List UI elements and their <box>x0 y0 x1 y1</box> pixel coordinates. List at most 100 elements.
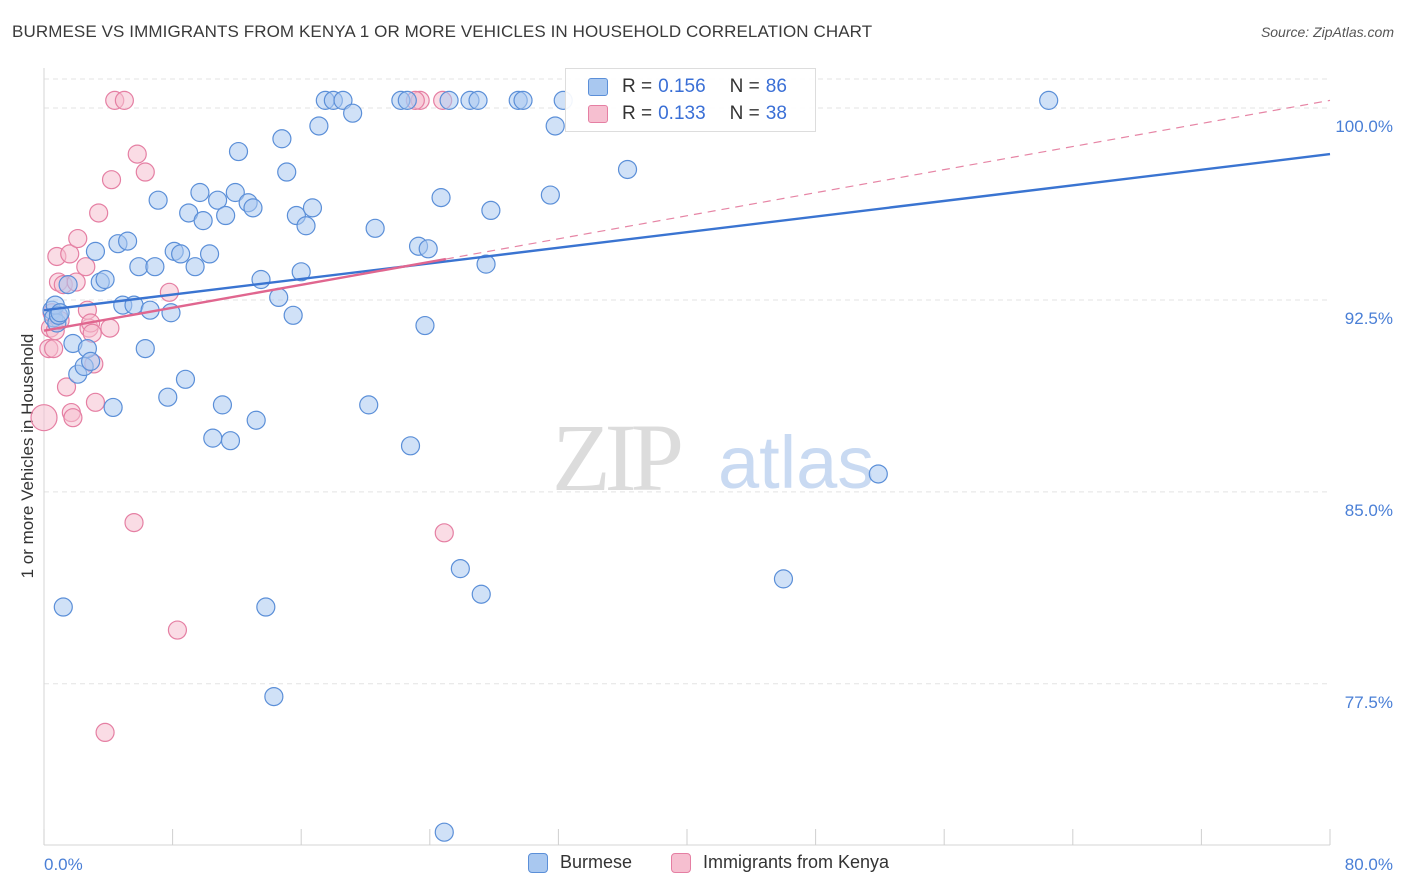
kenya-point <box>63 408 83 428</box>
burmese-point <box>513 90 533 110</box>
kenya-point <box>44 338 64 359</box>
watermark: ZIP atlas <box>552 404 874 511</box>
burmese-point <box>256 597 276 617</box>
legend-label-burmese: Burmese <box>560 852 633 872</box>
burmese-point <box>171 244 191 264</box>
burmese-point <box>81 351 101 371</box>
burmese-point <box>264 686 284 707</box>
burmese-point <box>243 198 263 218</box>
y-tick-label: 100.0% <box>1335 117 1393 136</box>
series-burmese <box>42 90 1059 842</box>
burmese-point <box>148 190 168 210</box>
burmese-point <box>343 103 363 123</box>
burmese-point <box>145 257 165 277</box>
burmese-point <box>85 241 106 261</box>
burmese-point <box>216 205 236 226</box>
kenya-point <box>60 244 80 264</box>
y-tick-label: 85.0% <box>1345 501 1393 520</box>
burmese-point <box>203 428 223 448</box>
legend-swatch-burmese <box>528 852 548 873</box>
kenya-point <box>76 257 96 277</box>
burmese-point <box>773 569 794 589</box>
burmese-point <box>208 190 228 210</box>
kenya-point <box>114 90 134 110</box>
kenya-point <box>101 170 122 190</box>
burmese-point <box>418 239 438 259</box>
kenya-point <box>89 203 109 223</box>
legend-r-label: R = <box>622 103 653 124</box>
burmese-point <box>400 436 421 456</box>
burmese-point <box>471 584 491 604</box>
burmese-point <box>199 244 220 264</box>
burmese-point <box>117 231 138 251</box>
legend-item-burmese[interactable]: Burmese <box>528 852 632 873</box>
legend-r-label: R = <box>622 76 653 97</box>
kenya-point <box>159 282 179 302</box>
chart-title: BURMESE VS IMMIGRANTS FROM KENYA 1 OR MO… <box>12 22 873 41</box>
burmese-point <box>220 431 241 451</box>
burmese-point <box>1039 90 1059 110</box>
stats-legend: R = 0.156 N = 86 R = 0.133 N = 38 <box>565 68 816 132</box>
burmese-point <box>272 129 292 149</box>
series-legend: Burmese Immigrants from Kenya <box>0 852 1406 876</box>
legend-item-kenya[interactable]: Immigrants from Kenya <box>671 852 889 873</box>
legend-label-kenya: Immigrants from Kenya <box>703 852 890 872</box>
burmese-point <box>397 90 417 110</box>
burmese-point <box>333 90 353 110</box>
burmese-trend-line <box>43 152 1331 312</box>
burmese-point <box>135 338 155 359</box>
burmese-point <box>431 188 451 208</box>
x-tick-label: 0.0% <box>44 855 83 874</box>
burmese-point <box>439 90 459 110</box>
burmese-point <box>302 198 323 218</box>
burmese-point <box>58 275 78 295</box>
stats-legend-row-kenya: R = 0.133 N = 38 <box>588 102 793 126</box>
burmese-point <box>193 211 213 231</box>
legend-r-value: 0.133 <box>658 103 706 124</box>
burmese-point <box>246 410 266 430</box>
kenya-point <box>124 512 144 533</box>
burmese-point <box>53 597 73 617</box>
kenya-point <box>135 162 155 182</box>
burmese-point <box>158 387 178 407</box>
trend-lines <box>43 99 1331 332</box>
legend-n-value: 86 <box>765 76 787 97</box>
kenya-point <box>95 722 115 743</box>
x-tick-label: 80.0% <box>1345 855 1393 874</box>
kenya-point <box>56 377 77 397</box>
kenya-point <box>127 144 147 164</box>
x-tick-labels: 0.0% 80.0% <box>44 855 1393 874</box>
kenya-trend-extension <box>445 99 1331 260</box>
burmese-point <box>225 182 245 203</box>
burmese-point <box>540 185 560 205</box>
legend-n-label: N = <box>729 76 760 97</box>
burmese-point <box>309 116 329 136</box>
kenya-point <box>434 523 454 543</box>
kenya-point <box>85 392 106 412</box>
burmese-point <box>359 395 379 415</box>
burmese-point <box>617 159 638 180</box>
burmese-point <box>190 182 210 203</box>
kenya-point <box>30 404 58 432</box>
y-tick-label: 77.5% <box>1345 693 1393 712</box>
burmese-point <box>434 822 454 842</box>
y-axis-label: 1 or more Vehicles in Household <box>18 334 37 579</box>
burmese-point <box>283 305 303 325</box>
burmese-point <box>365 218 385 238</box>
y-tick-label: 92.5% <box>1345 309 1393 328</box>
burmese-point <box>185 257 205 277</box>
burmese-point <box>103 397 123 418</box>
burmese-point <box>415 315 435 336</box>
burmese-point <box>212 395 233 415</box>
burmese-point <box>175 369 196 389</box>
burmese-point <box>476 254 496 274</box>
burmese-point <box>468 90 488 110</box>
burmese-point <box>291 262 311 282</box>
legend-swatch-kenya <box>671 852 691 873</box>
burmese-point <box>95 269 115 290</box>
watermark-zip: ZIP <box>552 404 681 511</box>
kenya-point <box>100 318 120 338</box>
kenya-trend-line <box>43 257 447 332</box>
burmese-point <box>129 257 149 277</box>
